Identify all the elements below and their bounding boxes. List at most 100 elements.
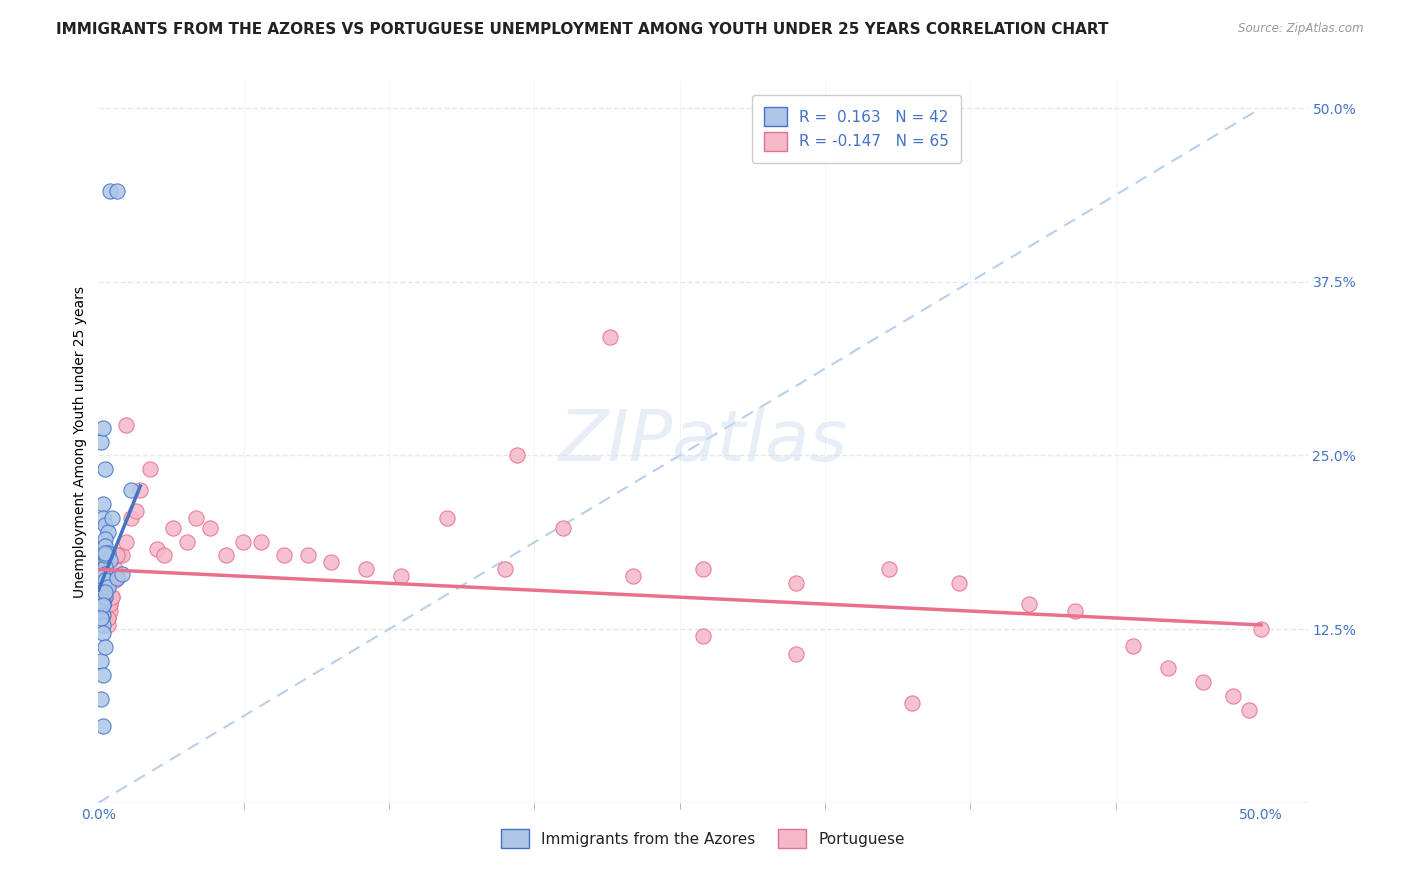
Point — [785, 576, 807, 591]
Point — [1157, 661, 1180, 675]
Point — [97, 597, 120, 611]
Point — [94, 546, 117, 560]
Point — [98, 597, 121, 611]
Point — [94, 549, 117, 563]
Point — [506, 449, 529, 463]
Point — [91, 497, 114, 511]
Point — [389, 569, 412, 583]
Point — [97, 574, 120, 588]
Point — [91, 618, 114, 632]
Point — [176, 534, 198, 549]
Point — [97, 524, 120, 539]
Point — [97, 611, 120, 625]
Point — [98, 597, 121, 611]
Point — [94, 462, 117, 476]
Point — [98, 552, 121, 566]
Point — [91, 626, 114, 640]
Point — [319, 556, 342, 570]
Point — [250, 534, 273, 549]
Point — [1250, 622, 1272, 636]
Point — [1239, 703, 1261, 717]
Text: ZIPatlas: ZIPatlas — [558, 407, 848, 476]
Point — [948, 576, 970, 591]
Point — [1122, 639, 1144, 653]
Point — [108, 549, 131, 563]
Point — [494, 562, 516, 576]
Point — [105, 549, 128, 563]
Point — [120, 483, 142, 498]
Point — [901, 696, 924, 710]
Point — [94, 590, 117, 604]
Point — [785, 647, 807, 661]
Point — [1064, 604, 1087, 618]
Point — [1018, 597, 1040, 611]
Point — [115, 417, 138, 432]
Point — [90, 434, 112, 449]
Point — [91, 511, 114, 525]
Text: IMMIGRANTS FROM THE AZORES VS PORTUGUESE UNEMPLOYMENT AMONG YOUTH UNDER 25 YEARS: IMMIGRANTS FROM THE AZORES VS PORTUGUESE… — [56, 22, 1109, 37]
Point — [273, 549, 295, 563]
Point — [232, 534, 254, 549]
Point — [120, 511, 142, 525]
Point — [692, 562, 714, 576]
Point — [91, 599, 114, 613]
Point — [111, 566, 134, 581]
Point — [94, 640, 117, 655]
Point — [94, 584, 117, 599]
Point — [97, 590, 120, 604]
Point — [98, 604, 121, 618]
Point — [94, 571, 117, 585]
Point — [111, 549, 134, 563]
Point — [1222, 689, 1244, 703]
Point — [94, 552, 117, 566]
Y-axis label: Unemployment Among Youth under 25 years: Unemployment Among Youth under 25 years — [73, 285, 87, 598]
Point — [94, 549, 117, 563]
Point — [115, 534, 138, 549]
Point — [129, 483, 152, 498]
Point — [104, 562, 127, 576]
Point — [354, 562, 377, 576]
Point — [184, 511, 207, 525]
Point — [104, 574, 127, 588]
Point — [97, 618, 120, 632]
Point — [145, 541, 167, 556]
Point — [98, 185, 121, 199]
Point — [91, 590, 114, 604]
Point — [94, 566, 117, 581]
Point — [436, 511, 458, 525]
Point — [90, 611, 112, 625]
Point — [91, 608, 114, 623]
Point — [97, 611, 120, 625]
Point — [599, 330, 621, 344]
Point — [90, 691, 112, 706]
Point — [138, 462, 160, 476]
Point — [97, 546, 120, 560]
Text: Source: ZipAtlas.com: Source: ZipAtlas.com — [1239, 22, 1364, 36]
Point — [91, 594, 114, 608]
Point — [215, 549, 238, 563]
Legend: Immigrants from the Azores, Portuguese: Immigrants from the Azores, Portuguese — [489, 817, 917, 860]
Point — [94, 604, 117, 618]
Point — [297, 549, 319, 563]
Point — [91, 569, 114, 583]
Point — [90, 611, 112, 625]
Point — [94, 517, 117, 532]
Point — [101, 590, 124, 604]
Point — [1192, 674, 1215, 689]
Point — [91, 559, 114, 574]
Point — [90, 654, 112, 668]
Point — [105, 185, 128, 199]
Point — [97, 581, 120, 595]
Point — [162, 521, 184, 535]
Point — [94, 559, 117, 574]
Point — [101, 590, 124, 604]
Point — [91, 719, 114, 733]
Point — [621, 569, 644, 583]
Point — [198, 521, 221, 535]
Point — [90, 584, 112, 599]
Point — [91, 668, 114, 682]
Point — [91, 599, 114, 613]
Point — [94, 574, 117, 588]
Point — [152, 549, 174, 563]
Point — [105, 571, 128, 585]
